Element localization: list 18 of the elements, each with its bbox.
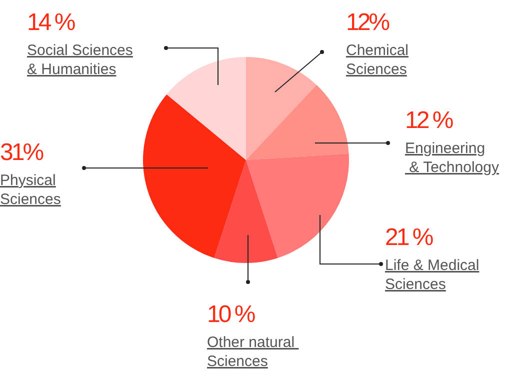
pie-slice [214,160,278,263]
slice-label: Physical Sciences [0,172,61,208]
data-label: 21 % [385,224,434,251]
data-label: 12% [346,9,390,36]
slice-label: Chemical Sciences [346,42,409,78]
data-label: 12 % [405,107,454,134]
pie-slice [246,154,349,258]
slice-label: Social Sciences & Humanities [27,42,133,78]
pie-slice [246,84,349,160]
pie-slice [143,94,246,258]
slice-label: Other natural Sciences [207,334,299,370]
slice-label: Life & Medical Sciences [385,257,480,293]
data-label: 10 % [207,301,256,328]
data-label: 14 % [27,9,76,36]
pie-slice [166,57,246,160]
pie-slice [246,57,317,160]
slice-label: Engineering & Technology [405,140,500,176]
data-label: 31% [0,139,44,166]
